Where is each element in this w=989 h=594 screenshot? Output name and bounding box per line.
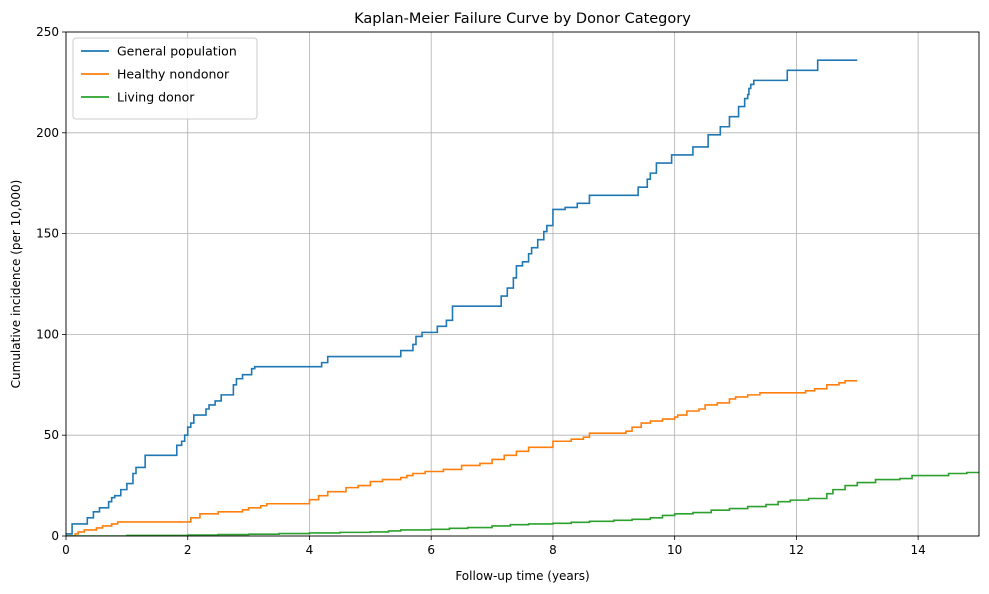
legend-label: General population [117, 44, 237, 59]
x-tick-label: 14 [910, 543, 925, 557]
legend-label: Living donor [117, 90, 195, 105]
legend: General population Healthy nondonor Living… [72, 37, 258, 120]
axis-ticks: 0 2 4 6 8 10 12 14 0 50 100 150 200 250 [36, 25, 926, 557]
legend-box [72, 37, 258, 120]
chart-title: Kaplan-Meier Failure Curve by Donor Cate… [354, 11, 691, 27]
series-lines [66, 59, 979, 536]
y-tick-label: 250 [36, 25, 59, 39]
series-line-3 [66, 471, 979, 536]
y-tick-label: 100 [36, 327, 59, 341]
y-tick-label: 150 [36, 227, 59, 241]
x-tick-label: 8 [549, 543, 557, 557]
y-axis-label: Cumulative incidence (per 10,000) [9, 180, 23, 389]
plot-frame [65, 31, 980, 537]
x-axis-label: Follow-up time (years) [455, 569, 589, 583]
y-tick-label: 200 [36, 126, 59, 140]
x-tick-label: 6 [427, 543, 435, 557]
y-tick-label: 0 [51, 529, 59, 543]
y-tick-label: 50 [44, 428, 59, 442]
x-tick-label: 12 [789, 543, 804, 557]
x-tick-label: 10 [667, 543, 682, 557]
x-tick-label: 2 [184, 543, 192, 557]
series-line-1 [66, 59, 858, 535]
series-line-2 [66, 379, 858, 536]
x-tick-label: 0 [62, 543, 70, 557]
x-tick-label: 4 [306, 543, 314, 557]
legend-label: Healthy nondonor [117, 67, 230, 82]
